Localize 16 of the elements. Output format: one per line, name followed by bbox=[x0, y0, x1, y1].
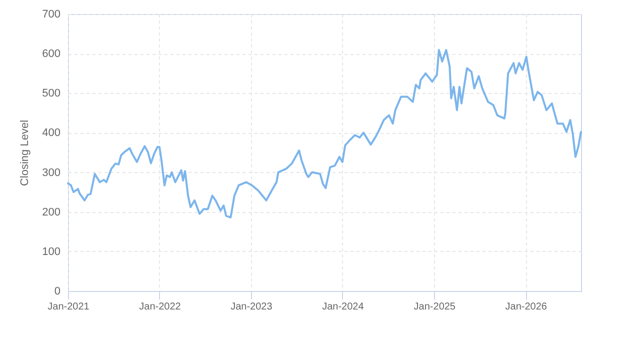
y-tick-label: 200 bbox=[42, 206, 60, 218]
x-tick-label: Jan-2024 bbox=[322, 302, 364, 312]
y-tick-label: 400 bbox=[42, 127, 60, 140]
x-tick-label: Jan-2022 bbox=[139, 302, 182, 312]
y-tick-label: 100 bbox=[42, 246, 60, 258]
x-tick-label: Jan-2021 bbox=[48, 302, 90, 312]
x-tick-label: Jan-2025 bbox=[414, 302, 456, 312]
y-tick-label: 700 bbox=[42, 8, 60, 20]
y-axis-title: Closing Level bbox=[19, 120, 32, 186]
y-tick-label: 300 bbox=[42, 166, 60, 179]
x-tick-label: Jan-2026 bbox=[505, 302, 548, 312]
y-tick-label: 0 bbox=[54, 286, 60, 298]
line-series bbox=[67, 49, 582, 218]
x-tick-label: Jan-2023 bbox=[230, 302, 273, 312]
y-tick-label: 500 bbox=[42, 88, 60, 100]
y-tick-label: 600 bbox=[42, 48, 60, 60]
